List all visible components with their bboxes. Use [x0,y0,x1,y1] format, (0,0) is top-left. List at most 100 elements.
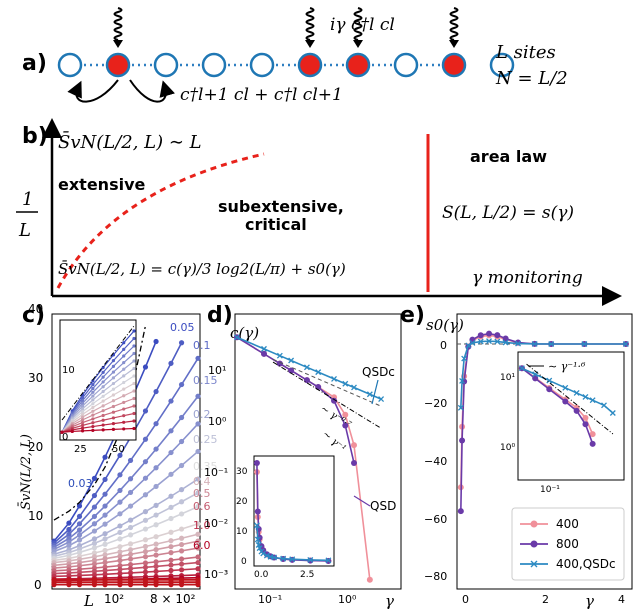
data-point [66,539,72,545]
data-point [102,521,108,527]
empty-site [201,52,227,78]
data-point [178,541,185,548]
data-point [465,342,472,349]
gamma-label: 6.0 [193,539,211,552]
data-point [117,499,123,505]
panel-b-label: b) [22,124,48,149]
data-point [111,399,116,403]
data-point [127,556,134,562]
data-point [91,383,95,387]
gamma-label: 0.05 [170,321,195,334]
hop-arrow-right [129,79,175,103]
data-point [276,360,283,367]
data-point [153,546,159,553]
data-point [76,532,83,538]
data-point [532,375,539,382]
data-point [122,341,126,345]
data-point [127,517,134,523]
empty-site [57,52,83,78]
data-point [66,577,72,583]
data-point [117,553,123,559]
data-point [102,559,108,566]
inset-x-tick: 10⁻¹ [540,485,560,495]
data-point [331,397,338,404]
data-point [91,528,98,534]
data-point [457,508,464,515]
legend-label: 400,QSDc [556,557,616,571]
data-point [459,377,466,384]
plot-frame [456,313,633,590]
hop-arrow-left [67,79,119,103]
data-point [132,419,136,423]
data-point [127,577,134,583]
gamma-label: 0.4 [193,475,211,488]
gamma-label: 0.1 [193,339,211,352]
inset-curves [253,460,332,564]
data-point [342,411,349,418]
data-point [351,442,357,449]
arrow-head [305,40,315,48]
data-point [111,364,116,368]
data-point [91,557,98,563]
data-point [102,491,108,497]
data-point [331,375,337,382]
data-point [111,376,116,380]
data-point [168,449,174,456]
data-point [66,543,72,549]
series-400-qsdc [460,340,626,408]
data-point [60,430,64,434]
data-point [366,391,373,398]
y-tick: 10⁻² [204,517,228,530]
data-point [91,554,98,560]
data-point [91,540,98,546]
data-point [582,421,589,428]
data-point [253,522,260,529]
data-point [91,386,95,391]
empty-site [489,52,515,78]
data-point [153,563,159,570]
data-point [153,541,159,547]
plot-frame [234,313,402,590]
area-law-label: area law [470,147,547,166]
data-point [127,524,134,531]
data-point [582,393,589,400]
panel-e: e) s0(γ) 0 −20 −40 −60 −80 0 2 4 γ ∼ γ⁻¹… [400,303,633,610]
data-point [562,384,569,391]
legend-marker [530,520,538,528]
legend-label: 400 [556,517,579,531]
x-tick: 10² [104,592,124,606]
data-point [117,529,123,536]
data-point [80,396,85,400]
data-point [122,361,126,365]
data-point [168,493,174,499]
data-point [195,545,201,551]
data-point [153,446,159,452]
data-point [303,364,310,371]
data-point [153,522,159,528]
data-point [289,556,296,563]
data-point [117,487,123,494]
data-point [80,412,85,416]
hopping-term: c†l+1 cl + c†l cl+1 [180,85,343,105]
data-point [76,537,83,543]
qsdc-arrow [371,379,379,405]
data-point [91,413,95,417]
inset-frame [253,455,335,567]
data-point [494,332,501,339]
y-axis-label: S̄vN(L/2, L) [18,434,34,510]
data-point [102,577,108,583]
inset-x-tick: 25 [74,444,87,455]
data-point [80,429,85,433]
y-tick: −20 [424,397,447,410]
data-point [546,386,553,393]
y-tick: 0 [34,578,42,592]
y-tick: −60 [424,513,447,526]
data-point [111,404,116,409]
data-point [178,340,185,346]
critical-formula: S̄vN(L/2, L) = c(γ)/3 log2(L/π) + s0(γ) [58,260,346,278]
data-point [80,418,85,422]
data-point [80,423,85,427]
data-point [142,526,149,532]
data-point [168,567,174,574]
empty-site [393,52,419,78]
